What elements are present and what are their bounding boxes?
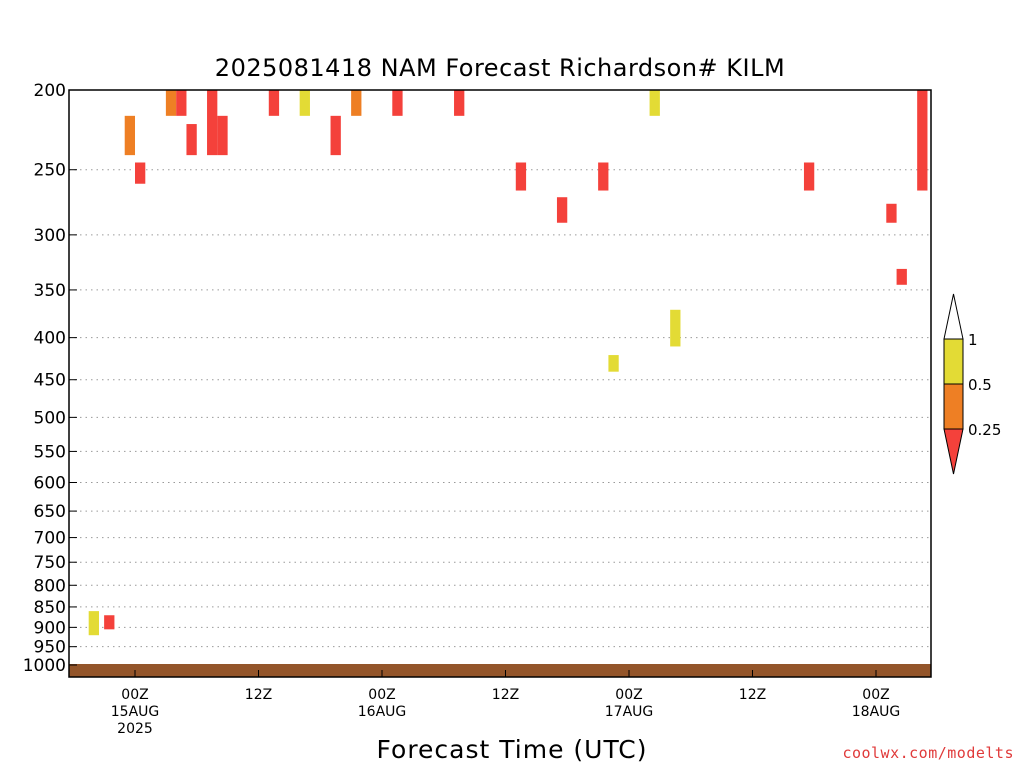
x-axis-label: Forecast Time (UTC) <box>377 735 648 764</box>
ri-cell <box>217 115 228 156</box>
x-tick-label-12-0: 12Z <box>245 687 272 703</box>
legend-swatch-2 <box>943 428 964 475</box>
x-tick-label-24-1: 16AUG <box>358 704 407 720</box>
y-tick-label-650: 650 <box>34 502 66 522</box>
ri-cell <box>299 90 310 116</box>
x-tick-label-36-0: 12Z <box>492 687 519 703</box>
richardson-cells <box>88 90 928 636</box>
x-tick-label-72-1: 18AUG <box>852 704 901 720</box>
y-tick-label-1000: 1000 <box>23 656 66 676</box>
y-tick-label-400: 400 <box>34 329 66 349</box>
chart-title: 2025081418 NAM Forecast Richardson# KILM <box>215 54 785 82</box>
ri-cell <box>165 90 177 116</box>
x-tick-label-0-1: 15AUG <box>111 704 160 720</box>
ri-cell <box>803 162 815 191</box>
grid-lines <box>69 169 931 648</box>
ri-cell <box>330 115 341 156</box>
y-tick-label-900: 900 <box>34 618 66 638</box>
ri-cell <box>104 615 115 630</box>
y-tick-label-500: 500 <box>34 408 66 428</box>
y-tick-label-350: 350 <box>34 281 66 301</box>
legend-swatch-1 <box>943 383 964 430</box>
ri-cell <box>351 90 362 116</box>
ri-cell <box>124 115 136 156</box>
ri-cell <box>896 268 907 285</box>
legend-swatch-above-1 <box>943 293 964 340</box>
legend-label-2: 0.25 <box>968 421 1001 439</box>
y-axis-ticks: 200 250 300 350 400 450 500 550 600 650 700 750 8008… <box>23 81 77 676</box>
x-tick-label-0-0: 00Z <box>121 687 148 703</box>
y-tick-label-300: 300 <box>34 226 66 246</box>
x-tick-label-24-0: 00Z <box>368 687 395 703</box>
legend: 1 0.5 0.25 <box>943 293 1001 475</box>
credit-text: coolwx.com/modelts <box>842 744 1014 762</box>
y-tick-label-550: 550 <box>34 442 66 462</box>
legend-label-0: 1 <box>968 331 978 349</box>
y-tick-label-750: 750 <box>34 553 66 573</box>
y-tick-label-850: 850 <box>34 598 66 618</box>
ri-cell <box>598 162 609 191</box>
ri-cell <box>917 90 928 191</box>
y-tick-label-450: 450 <box>34 371 66 391</box>
x-tick-label-60-0: 12Z <box>739 687 766 703</box>
ri-cell <box>268 90 280 116</box>
ri-cell <box>135 162 146 184</box>
ri-cell <box>207 90 218 156</box>
ri-cell <box>556 197 568 223</box>
ri-cell <box>176 90 187 116</box>
x-tick-label-48-1: 17AUG <box>605 704 654 720</box>
ri-cell <box>392 90 403 116</box>
ri-cell <box>670 309 681 347</box>
ri-cell <box>454 90 465 116</box>
y-tick-label-200: 200 <box>34 81 66 101</box>
y-tick-label-950: 950 <box>34 638 66 658</box>
ground-surface <box>69 664 931 677</box>
ri-cell <box>886 203 897 223</box>
x-tick-label-72-0: 00Z <box>862 687 889 703</box>
y-tick-label-800: 800 <box>34 576 66 596</box>
y-tick-label-700: 700 <box>34 529 66 549</box>
legend-swatch-0 <box>943 338 964 385</box>
legend-label-1: 0.5 <box>968 376 992 394</box>
x-tick-label-48-0: 00Z <box>615 687 642 703</box>
y-tick-label-250: 250 <box>34 161 66 181</box>
ri-cell <box>186 124 197 156</box>
plot-frame <box>68 89 932 678</box>
ri-cell <box>608 355 619 372</box>
ri-cell <box>88 611 99 636</box>
x-tick-label-0-2: 2025 <box>117 721 153 737</box>
ri-cell <box>649 90 660 116</box>
y-tick-label-600: 600 <box>34 473 66 493</box>
ri-cell <box>515 162 527 191</box>
